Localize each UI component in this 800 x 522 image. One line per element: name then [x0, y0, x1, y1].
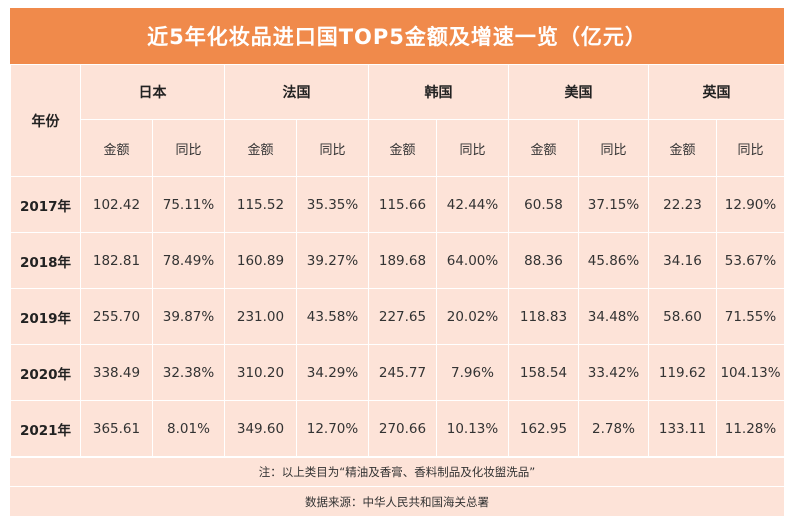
year-cell: 2021年 [10, 400, 81, 457]
table-cell: 34.16 [648, 232, 717, 289]
year-cell: 2019年 [10, 288, 81, 345]
amount-header: 金额 [368, 119, 437, 177]
table-cell: 88.36 [508, 232, 579, 289]
yoy-header: 同比 [436, 119, 509, 177]
table-cell: 133.11 [648, 400, 717, 457]
data-table: 年份 日本 法国 韩国 美国 英国 金额 同比 金额 同比 金额 同比 金额 同… [10, 64, 785, 457]
table-cell: 43.58% [296, 288, 369, 345]
country-header: 韩国 [368, 64, 509, 120]
table-cell: 45.86% [578, 232, 649, 289]
amount-header: 金额 [224, 119, 297, 177]
table-cell: 162.95 [508, 400, 579, 457]
table-cell: 160.89 [224, 232, 297, 289]
table-cell: 2.78% [578, 400, 649, 457]
table-cell: 158.54 [508, 344, 579, 401]
table-cell: 338.49 [80, 344, 153, 401]
table-cell: 12.90% [716, 176, 785, 233]
table-cell: 22.23 [648, 176, 717, 233]
table-cell: 189.68 [368, 232, 437, 289]
table-row: 2017年 102.42 75.11% 115.52 35.35% 115.66… [10, 176, 785, 233]
country-header: 日本 [80, 64, 225, 120]
table-row: 2020年 338.49 32.38% 310.20 34.29% 245.77… [10, 344, 785, 401]
table-cell: 34.29% [296, 344, 369, 401]
table-cell: 349.60 [224, 400, 297, 457]
table-cell: 245.77 [368, 344, 437, 401]
yoy-header: 同比 [578, 119, 649, 177]
table-cell: 104.13% [716, 344, 785, 401]
yoy-header: 同比 [296, 119, 369, 177]
table-cell: 32.38% [152, 344, 225, 401]
table-cell: 78.49% [152, 232, 225, 289]
table-row: 2021年 365.61 8.01% 349.60 12.70% 270.66 … [10, 400, 785, 457]
footnote: 注：以上类目为“精油及香膏、香料制品及化妆盥洗品” [10, 457, 784, 486]
table-cell: 365.61 [80, 400, 153, 457]
country-header: 英国 [648, 64, 785, 120]
page-title: 近5年化妆品进口国TOP5金额及增速一览（亿元） [10, 8, 784, 64]
table-cell: 8.01% [152, 400, 225, 457]
table-cell: 119.62 [648, 344, 717, 401]
amount-header: 金额 [648, 119, 717, 177]
table-cell: 12.70% [296, 400, 369, 457]
table-cell: 39.27% [296, 232, 369, 289]
table-cell: 10.13% [436, 400, 509, 457]
year-column-header: 年份 [10, 64, 81, 177]
year-cell: 2017年 [10, 176, 81, 233]
table-cell: 71.55% [716, 288, 785, 345]
table-cell: 182.81 [80, 232, 153, 289]
table-row: 2018年 182.81 78.49% 160.89 39.27% 189.68… [10, 232, 785, 289]
table-cell: 227.65 [368, 288, 437, 345]
table-cell: 58.60 [648, 288, 717, 345]
yoy-header: 同比 [152, 119, 225, 177]
table-cell: 270.66 [368, 400, 437, 457]
table-cell: 102.42 [80, 176, 153, 233]
amount-header: 金额 [80, 119, 153, 177]
table-cell: 115.66 [368, 176, 437, 233]
table-cell: 20.02% [436, 288, 509, 345]
table-cell: 255.70 [80, 288, 153, 345]
year-cell: 2018年 [10, 232, 81, 289]
table-cell: 60.58 [508, 176, 579, 233]
country-header: 法国 [224, 64, 369, 120]
table-cell: 42.44% [436, 176, 509, 233]
table-cell: 53.67% [716, 232, 785, 289]
table-cell: 75.11% [152, 176, 225, 233]
table-cell: 64.00% [436, 232, 509, 289]
table-cell: 310.20 [224, 344, 297, 401]
table-cell: 231.00 [224, 288, 297, 345]
table-cell: 115.52 [224, 176, 297, 233]
data-source: 数据来源：中华人民共和国海关总署 [10, 486, 784, 517]
table-cell: 39.87% [152, 288, 225, 345]
table-cell: 118.83 [508, 288, 579, 345]
country-header: 美国 [508, 64, 649, 120]
table-cell: 37.15% [578, 176, 649, 233]
table-cell: 7.96% [436, 344, 509, 401]
year-cell: 2020年 [10, 344, 81, 401]
table-frame: 近5年化妆品进口国TOP5金额及增速一览（亿元） 年份 日本 法国 韩国 美国 … [10, 8, 785, 517]
table-cell: 35.35% [296, 176, 369, 233]
yoy-header: 同比 [716, 119, 785, 177]
table-cell: 33.42% [578, 344, 649, 401]
table-cell: 11.28% [716, 400, 785, 457]
table-row: 2019年 255.70 39.87% 231.00 43.58% 227.65… [10, 288, 785, 345]
amount-header: 金额 [508, 119, 579, 177]
table-cell: 34.48% [578, 288, 649, 345]
